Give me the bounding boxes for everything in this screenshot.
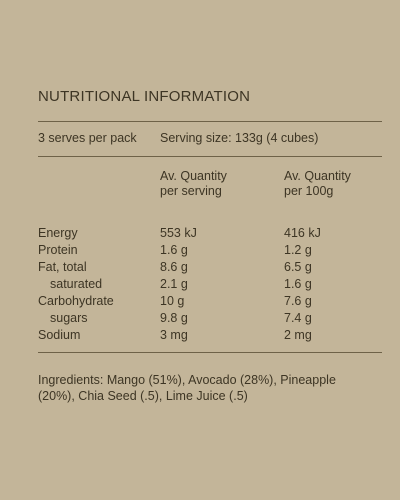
- divider-top: [38, 121, 382, 122]
- row-label: Protein: [38, 243, 78, 257]
- row-label: Energy: [38, 226, 78, 240]
- table-row-sugars: sugars 9.8 g 7.4 g: [38, 311, 382, 328]
- value-per-serving: 1.6 g: [160, 243, 188, 257]
- ingredients-list: Mango (51%), Avocado (28%), Pineapple (2…: [38, 373, 336, 403]
- row-label: sugars: [50, 311, 88, 325]
- serves-per-pack: 3 serves per pack: [38, 131, 137, 145]
- row-label: Sodium: [38, 328, 81, 342]
- nutrition-table: Energy 553 kJ 416 kJ Protein 1.6 g 1.2 g…: [38, 226, 382, 345]
- value-per-serving: 10 g: [160, 294, 185, 308]
- row-label: Carbohydrate: [38, 294, 114, 308]
- table-row-protein: Protein 1.6 g 1.2 g: [38, 243, 382, 260]
- divider-middle: [38, 156, 382, 157]
- divider-bottom: [38, 352, 382, 353]
- column-header-per-serving-line1: Av. Quantity: [160, 169, 227, 183]
- column-header-per-100g-line2: per 100g: [284, 184, 334, 198]
- value-per-100g: 7.6 g: [284, 294, 312, 308]
- column-header-per-serving: Av. Quantity per serving: [160, 169, 227, 199]
- value-per-100g: 1.6 g: [284, 277, 312, 291]
- table-row-saturated: saturated 2.1 g 1.6 g: [38, 277, 382, 294]
- value-per-100g: 416 kJ: [284, 226, 321, 240]
- value-per-serving: 3 mg: [160, 328, 188, 342]
- value-per-serving: 9.8 g: [160, 311, 188, 325]
- table-row-carbohydrate: Carbohydrate 10 g 7.6 g: [38, 294, 382, 311]
- value-per-100g: 7.4 g: [284, 311, 312, 325]
- table-row-fat-total: Fat, total 8.6 g 6.5 g: [38, 260, 382, 277]
- ingredients-text: Ingredients: Mango (51%), Avocado (28%),…: [38, 372, 338, 404]
- value-per-serving: 2.1 g: [160, 277, 188, 291]
- value-per-serving: 8.6 g: [160, 260, 188, 274]
- value-per-100g: 1.2 g: [284, 243, 312, 257]
- table-row-sodium: Sodium 3 mg 2 mg: [38, 328, 382, 345]
- row-label: Fat, total: [38, 260, 87, 274]
- panel-title: NUTRITIONAL INFORMATION: [38, 88, 251, 105]
- table-row-energy: Energy 553 kJ 416 kJ: [38, 226, 382, 243]
- column-header-per-serving-line2: per serving: [160, 184, 222, 198]
- ingredients-label: Ingredients:: [38, 373, 104, 387]
- value-per-serving: 553 kJ: [160, 226, 197, 240]
- serving-size: Serving size: 133g (4 cubes): [160, 131, 319, 145]
- row-label: saturated: [50, 277, 103, 291]
- value-per-100g: 2 mg: [284, 328, 312, 342]
- column-header-per-100g-line1: Av. Quantity: [284, 169, 351, 183]
- column-header-per-100g: Av. Quantity per 100g: [284, 169, 351, 199]
- value-per-100g: 6.5 g: [284, 260, 312, 274]
